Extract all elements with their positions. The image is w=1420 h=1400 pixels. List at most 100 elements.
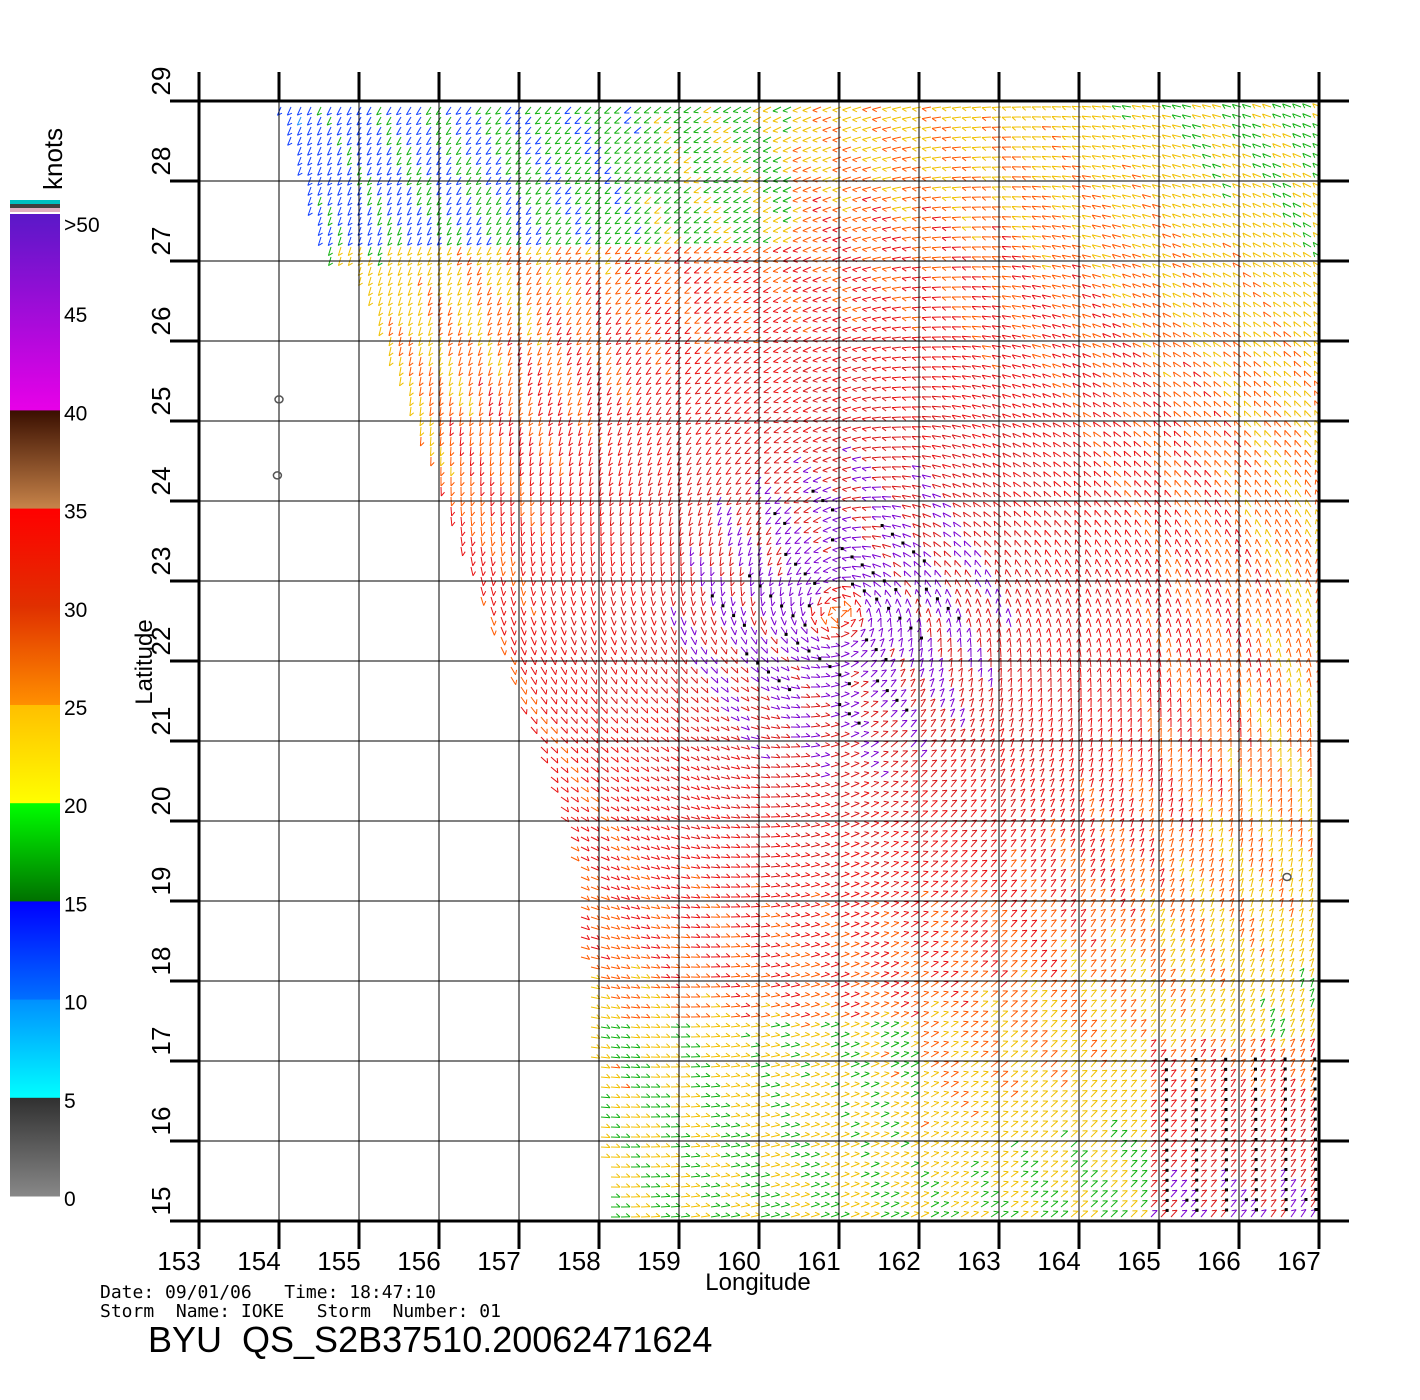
wind-vector-barb [1279, 998, 1285, 1002]
wind-vector-barb [1230, 1068, 1236, 1072]
wind-vector [1080, 1170, 1089, 1178]
wind-vector [990, 1131, 999, 1138]
wind-vector-barb [1270, 1088, 1276, 1092]
wind-vector-barb [1141, 999, 1147, 1002]
wind-vector [950, 1001, 959, 1008]
wind-vector-barb [1240, 1058, 1246, 1062]
wind-vector [840, 973, 850, 978]
wind-vector-barb [685, 1142, 691, 1147]
wind-vector-barb [656, 1073, 661, 1078]
wind-vector [830, 973, 840, 978]
wind-vector-barb [785, 1102, 790, 1106]
wind-vector [1210, 1109, 1217, 1118]
wind-vector-barb [626, 1083, 631, 1088]
wind-vector [1070, 1120, 1078, 1128]
wind-vector [930, 1152, 940, 1158]
wind-vector-barb [864, 1051, 870, 1054]
wind-vector-barb [943, 1120, 949, 1123]
wind-vector [1030, 1201, 1039, 1208]
wind-vector-barb [854, 1021, 860, 1025]
wind-vector [1040, 969, 1048, 978]
wind-vector [870, 1122, 880, 1128]
wind-vector-barb [804, 1161, 810, 1165]
wind-vector-barb [1279, 1018, 1285, 1022]
wind-vector [860, 922, 870, 928]
wind-vector [1270, 1159, 1277, 1168]
wind-vector-barb [1180, 1049, 1187, 1052]
wind-vector [930, 891, 939, 898]
wind-vector [770, 1124, 780, 1128]
wind-vector [1100, 1049, 1108, 1058]
wind-vector [1160, 1039, 1167, 1048]
wind-vector [1280, 998, 1285, 1008]
wind-vector-barb [1150, 1009, 1157, 1012]
wind-vector [1321, 1209, 1326, 1217]
wind-vector [980, 1041, 989, 1048]
wind-vector [590, 1056, 600, 1059]
wind-vector-barb [1300, 1118, 1306, 1122]
wind-vector [830, 1003, 840, 1008]
wind-vector-barb [1211, 1149, 1217, 1152]
wind-vector-barb [725, 973, 731, 977]
wind-vector [1060, 1170, 1069, 1178]
wind-vector [1260, 1129, 1267, 1138]
wind-vector-barb [804, 1111, 810, 1115]
wind-vector [600, 1116, 611, 1119]
wind-vector [920, 951, 929, 958]
wind-vector-barb [953, 1030, 959, 1033]
wind-vector [610, 1086, 621, 1089]
wind-vector [1010, 1121, 1019, 1128]
wind-vector [1170, 1049, 1177, 1058]
wind-vector-barb [775, 1172, 781, 1176]
wind-vector [1070, 1170, 1079, 1178]
wind-vector [870, 1052, 880, 1058]
wind-vector [1090, 1130, 1098, 1138]
wind-vector [1040, 1060, 1048, 1068]
wind-vector-barb [1181, 1079, 1187, 1082]
wind-vector [1100, 1130, 1108, 1138]
wind-vector [810, 1004, 820, 1008]
wind-vector-barb [874, 921, 880, 924]
wind-vector-barb [685, 1093, 691, 1097]
wind-vector-barb [1171, 1169, 1177, 1172]
wind-vector-barb [983, 1100, 989, 1103]
wind-vector [620, 1036, 631, 1039]
wind-vector-barb [745, 1002, 751, 1007]
wind-vector [1110, 1170, 1118, 1178]
wind-vector-barb [645, 1143, 651, 1148]
wind-vector [1110, 1130, 1118, 1138]
wind-vector [780, 1044, 790, 1048]
wind-vector-barb [1300, 1068, 1306, 1072]
wind-vector [960, 1101, 969, 1108]
wind-vector [870, 1132, 880, 1138]
wind-vector [1240, 1018, 1246, 1028]
wind-vector-barb [1320, 1069, 1325, 1071]
wind-vector-barb [1240, 1098, 1246, 1102]
wind-vector [660, 996, 671, 999]
colorbar-label: 40 [64, 402, 87, 425]
wind-vector-barb [903, 1021, 910, 1024]
wind-vector-barb [765, 1022, 771, 1026]
wind-vector-barb [785, 1191, 790, 1196]
wind-vector-barb [685, 1023, 691, 1028]
wind-vector [790, 1184, 800, 1188]
wind-vector [600, 1106, 611, 1109]
wind-vector [780, 1074, 790, 1078]
wind-vector-barb [1230, 1088, 1236, 1092]
wind-vector [1120, 999, 1127, 1008]
wind-vector [960, 1021, 969, 1028]
wind-vector-barb [805, 1001, 810, 1006]
wind-vector [1140, 1069, 1147, 1078]
wind-vector-barb [864, 1101, 870, 1105]
wind-vector-barb [893, 941, 900, 944]
wind-vector-barb [1141, 1029, 1147, 1032]
wind-vector-barb [785, 912, 791, 916]
rain-flag [1224, 1158, 1228, 1162]
wind-vector [900, 1012, 910, 1018]
wind-vector [720, 1075, 730, 1078]
wind-vector-barb [656, 1013, 661, 1018]
wind-vector [890, 992, 900, 998]
rain-flag [1283, 1057, 1287, 1061]
wind-vector-barb [884, 1201, 890, 1204]
rain-flag [1283, 1067, 1287, 1071]
